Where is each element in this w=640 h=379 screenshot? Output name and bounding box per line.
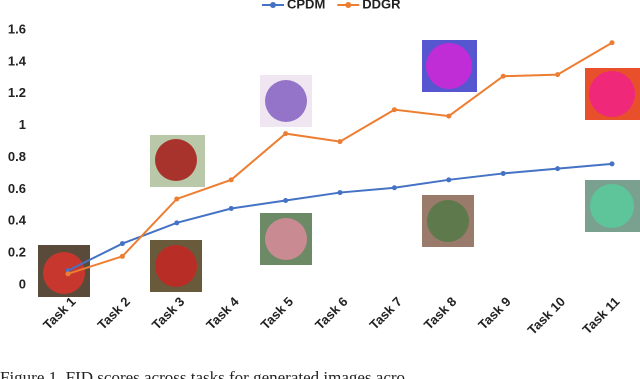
legend-marker — [270, 2, 276, 8]
y-tick-label: 1.2 — [8, 85, 26, 100]
point — [555, 166, 561, 172]
x-tick-label: Task 6 — [312, 294, 351, 333]
thumbnail-apple — [590, 184, 634, 228]
point — [228, 177, 234, 183]
point — [446, 177, 452, 183]
legend-marker — [345, 2, 352, 8]
x-tick-label: Task 7 — [366, 294, 405, 333]
y-tick-label: 0 — [19, 276, 26, 291]
thumbnail-apple — [265, 218, 307, 260]
point — [119, 241, 125, 247]
legend-label: CPDM — [287, 0, 325, 11]
point — [283, 131, 289, 137]
thumbnail-apple — [265, 80, 307, 122]
y-tick-label: 1.4 — [8, 53, 27, 68]
y-tick-label: 0.8 — [8, 149, 26, 164]
x-tick-label: Task 8 — [421, 294, 460, 333]
thumbnail-apple — [427, 200, 469, 242]
thumbnail-apple — [155, 139, 197, 181]
point — [228, 206, 234, 211]
point — [446, 113, 452, 119]
point — [174, 196, 180, 202]
series-line — [67, 41, 613, 275]
series-line — [67, 162, 613, 272]
point — [337, 139, 343, 145]
y-tick-label: 0.4 — [8, 213, 27, 228]
legend-label: DDGR — [362, 0, 401, 11]
point — [65, 271, 71, 277]
x-tick-label: Task 4 — [203, 293, 242, 332]
thumbnail-apple — [426, 43, 472, 89]
x-tick-label: Task 1 — [40, 294, 79, 333]
caption: Figure 1. FID scores across tasks for ge… — [0, 368, 405, 379]
point — [609, 40, 615, 46]
y-tick-label: 0.2 — [8, 245, 26, 260]
point — [391, 107, 397, 113]
x-tick-label: Task 11 — [579, 294, 622, 337]
point — [174, 220, 180, 226]
point — [119, 253, 125, 259]
y-tick-label: 1.6 — [8, 21, 26, 36]
y-tick-label: 1 — [19, 117, 26, 132]
thumbnail-apple — [589, 71, 635, 117]
y-tick-label: 0.6 — [8, 181, 26, 196]
thumbnail-apple — [155, 245, 197, 287]
point — [337, 190, 343, 196]
point — [555, 72, 561, 78]
x-tick-label: Task 10 — [524, 294, 568, 338]
x-tick-label: Task 3 — [149, 294, 188, 333]
thumbnail-apple — [43, 252, 85, 294]
x-tick-label: Task 9 — [475, 294, 514, 333]
point — [609, 161, 615, 167]
point — [283, 198, 289, 204]
thumbnails — [38, 40, 640, 297]
x-tick-label: Task 5 — [258, 294, 297, 333]
point — [500, 73, 506, 79]
point — [391, 185, 397, 191]
x-tick-label: Task 2 — [94, 294, 133, 333]
point — [500, 170, 506, 176]
